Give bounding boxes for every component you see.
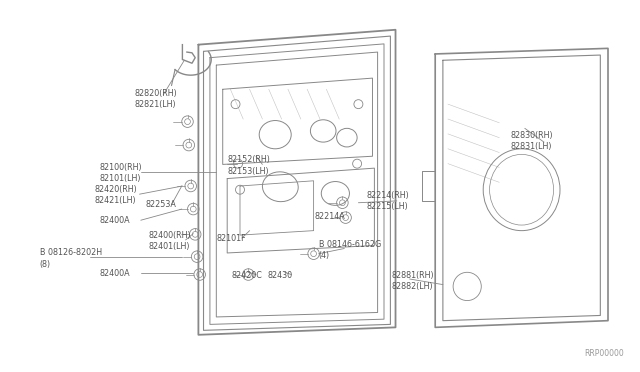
Text: 82420C: 82420C [232, 271, 262, 280]
Text: 82420(RH)
82421(LH): 82420(RH) 82421(LH) [95, 185, 138, 205]
Text: 82100(RH)
82101(LH): 82100(RH) 82101(LH) [99, 163, 142, 183]
Text: 82400A: 82400A [99, 216, 130, 225]
Text: 82400A: 82400A [99, 269, 130, 278]
Text: 82820(RH)
82821(LH): 82820(RH) 82821(LH) [134, 89, 177, 109]
Text: 82400(RH)
82401(LH): 82400(RH) 82401(LH) [148, 231, 191, 251]
Text: 82881(RH)
82882(LH): 82881(RH) 82882(LH) [392, 271, 435, 291]
Text: 82430: 82430 [268, 271, 292, 280]
Text: 82214(RH)
82215(LH): 82214(RH) 82215(LH) [366, 191, 409, 211]
Text: RRP00000: RRP00000 [584, 349, 624, 358]
Text: 82830(RH)
82831(LH): 82830(RH) 82831(LH) [511, 131, 554, 151]
Text: 82214A: 82214A [315, 212, 346, 221]
Text: 82101F: 82101F [216, 234, 246, 243]
Text: 82152(RH)
82153(LH): 82152(RH) 82153(LH) [227, 155, 270, 176]
Text: 82253A: 82253A [146, 200, 177, 209]
Text: B 08146-6162G
(4): B 08146-6162G (4) [319, 240, 381, 260]
Text: B 08126-8202H
(8): B 08126-8202H (8) [40, 248, 102, 269]
